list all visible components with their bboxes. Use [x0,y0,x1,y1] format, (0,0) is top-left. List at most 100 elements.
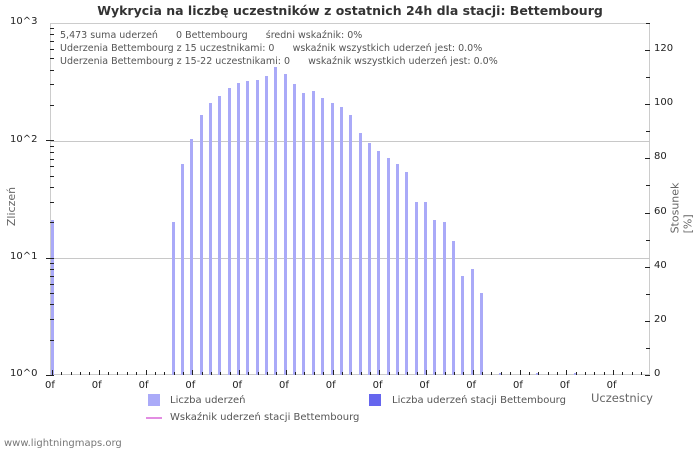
tick [575,372,577,375]
tick [50,304,54,306]
tick [173,372,175,375]
tick [50,339,54,341]
tick [641,372,643,375]
tick [50,222,54,224]
tick [50,293,54,294]
bar [321,98,325,375]
tick [622,372,624,375]
x-tick-label: 0f [279,380,289,391]
tick [50,105,54,107]
y-left-tick-1000: 10^3 [10,16,38,27]
legend-swatch-station [369,394,381,406]
tick [50,28,54,30]
tick [646,77,650,79]
bar [433,219,437,375]
tick [50,49,54,51]
tick [80,372,82,375]
tick [407,372,409,375]
bar [414,201,418,375]
tick [584,372,586,375]
bar [405,171,409,375]
tick [491,372,493,375]
y-left-tick-100: 10^2 [10,134,38,145]
tick [50,158,54,160]
x-tick-label: 0f [419,380,430,391]
tick [528,372,530,375]
chart-title: Wykrycia na liczbę uczestników z ostatni… [97,3,603,18]
x-tick-label: 0f [606,380,617,391]
bar [349,114,353,375]
bar [180,163,184,375]
footer-link[interactable]: www.lightningmaps.org [4,438,122,449]
tick [646,185,650,187]
tick [645,320,650,322]
tick [547,372,549,375]
tick [510,372,512,375]
bar [190,138,194,375]
bar [424,201,427,375]
tick [61,372,63,375]
tick [603,372,605,375]
tick [463,372,465,375]
bar [386,157,390,375]
tick [379,370,381,375]
tick [50,187,54,189]
tick [435,372,437,375]
tick [50,201,54,203]
tick [46,140,54,142]
tick [89,372,91,375]
tick [50,41,54,43]
info-line-2: Uderzenia Bettembourg z 15 uczestnikami:… [60,43,483,54]
info-line-1: 5,473 suma uderzeń 0 Bettembourg średni … [60,30,363,41]
tick [285,370,287,375]
tick [332,370,334,375]
bar [302,93,306,375]
bar [358,132,362,375]
legend-count: Liczba uderzeń [170,395,246,406]
bar [265,75,269,375]
bar [311,91,315,375]
bar [480,293,484,375]
tick [613,370,614,375]
tick [369,372,371,375]
legend-station-count: Liczba uderzeń stacji Bettembourg [392,395,566,406]
x-tick-label: 0f [185,380,196,391]
tick [500,372,502,375]
tick [50,175,54,177]
tick [304,372,306,375]
tick [145,370,147,375]
bar [208,103,212,375]
tick [519,370,521,375]
x-tick-label: 0f [372,380,383,391]
x-tick-label: 0f [91,380,102,391]
x-tick-label: 0f [513,380,523,391]
y-right-tick-60: 60 [654,206,667,217]
x-title: Uczestnicy [591,391,653,405]
bar [246,80,250,375]
tick [52,370,53,375]
tick [50,166,54,168]
bar [330,103,334,375]
bar [452,240,456,375]
tick [645,266,650,268]
bar [199,114,203,375]
bar [274,66,278,375]
x-tick-label: 0f [232,380,243,391]
tick [154,372,156,375]
bar [283,74,287,375]
y-left-title: Zliczeń [5,186,19,227]
y-right-tick-100: 100 [654,97,674,108]
tick [538,372,540,375]
tick [50,319,54,321]
tick [556,372,558,375]
tick [645,50,650,52]
tick [341,372,343,375]
tick [50,69,54,71]
bar [377,151,381,375]
bar [442,222,446,375]
bar [51,219,54,375]
tick [388,372,390,375]
bar [498,373,502,375]
tick [136,372,138,375]
y-right-tick-120: 120 [654,43,674,54]
